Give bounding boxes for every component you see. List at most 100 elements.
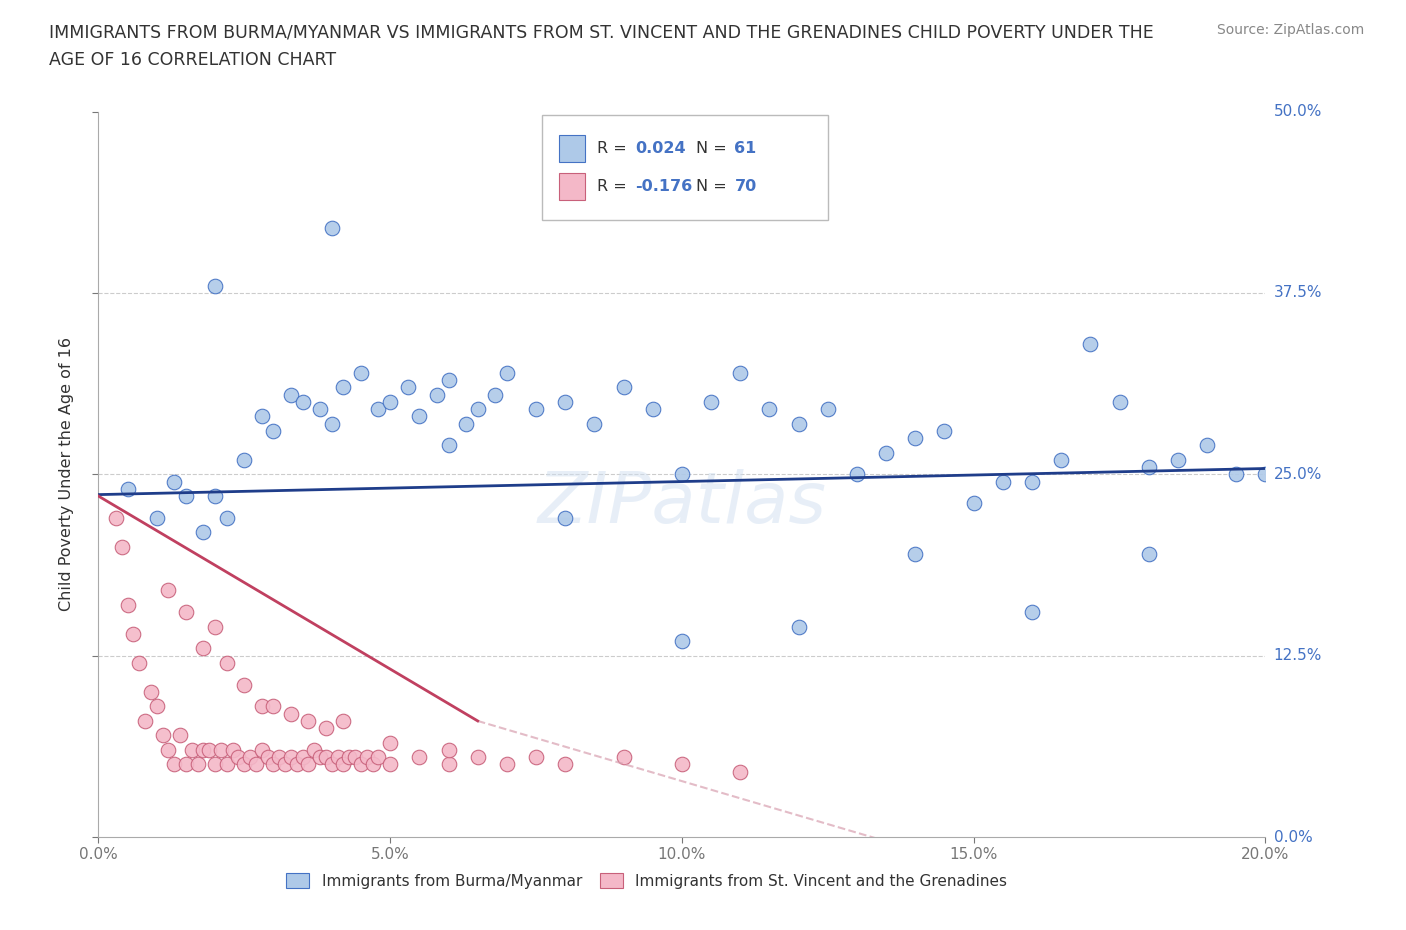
Text: IMMIGRANTS FROM BURMA/MYANMAR VS IMMIGRANTS FROM ST. VINCENT AND THE GRENADINES : IMMIGRANTS FROM BURMA/MYANMAR VS IMMIGRA…: [49, 23, 1154, 41]
Point: [437, 742, 460, 757]
Text: 25.0%: 25.0%: [1274, 467, 1322, 482]
Point: [250, 742, 273, 757]
Point: [904, 431, 927, 445]
Text: -0.176: -0.176: [636, 179, 693, 193]
Y-axis label: Child Poverty Under the Age of 16: Child Poverty Under the Age of 16: [59, 338, 75, 611]
Point: [262, 757, 284, 772]
Point: [730, 764, 752, 779]
Point: [233, 452, 256, 467]
Text: N =: N =: [696, 141, 731, 156]
Point: [128, 656, 150, 671]
Point: [233, 677, 256, 692]
Point: [554, 394, 576, 409]
Point: [269, 750, 291, 764]
Point: [321, 416, 343, 431]
Point: [1137, 459, 1160, 474]
Text: 37.5%: 37.5%: [1274, 286, 1322, 300]
Point: [1050, 452, 1073, 467]
Point: [146, 699, 169, 714]
Point: [344, 750, 367, 764]
Point: [180, 742, 202, 757]
Point: [380, 757, 402, 772]
Point: [671, 467, 693, 482]
Point: [256, 750, 278, 764]
Point: [758, 402, 780, 417]
FancyBboxPatch shape: [560, 173, 585, 200]
Text: N =: N =: [696, 179, 731, 193]
Point: [193, 525, 215, 539]
Point: [1137, 547, 1160, 562]
Point: [1021, 604, 1043, 619]
Point: [215, 656, 238, 671]
Point: [262, 699, 284, 714]
Point: [671, 633, 693, 648]
Point: [641, 402, 664, 417]
Point: [1021, 474, 1043, 489]
Point: [163, 757, 186, 772]
Point: [291, 394, 314, 409]
Text: Source: ZipAtlas.com: Source: ZipAtlas.com: [1216, 23, 1364, 37]
Point: [139, 684, 162, 699]
Point: [291, 750, 314, 764]
Point: [904, 547, 927, 562]
Point: [215, 757, 238, 772]
Point: [787, 619, 810, 634]
Point: [198, 742, 221, 757]
Point: [204, 278, 226, 293]
Point: [554, 511, 576, 525]
Point: [297, 713, 319, 728]
Text: R =: R =: [596, 179, 631, 193]
Point: [426, 387, 449, 402]
Point: [117, 482, 139, 497]
Point: [193, 641, 215, 656]
Point: [337, 750, 360, 764]
Point: [1167, 452, 1189, 467]
Point: [169, 728, 191, 743]
Point: [380, 736, 402, 751]
Point: [174, 604, 197, 619]
Point: [554, 757, 576, 772]
Point: [437, 757, 460, 772]
Text: 0.0%: 0.0%: [1274, 830, 1312, 844]
Text: 0.024: 0.024: [636, 141, 686, 156]
Point: [484, 387, 506, 402]
Point: [846, 467, 869, 482]
Point: [367, 402, 389, 417]
Point: [174, 757, 197, 772]
Point: [193, 742, 215, 757]
Point: [111, 539, 134, 554]
Point: [496, 365, 519, 380]
Point: [122, 627, 145, 642]
Point: [524, 402, 547, 417]
Point: [262, 423, 284, 438]
Point: [332, 757, 354, 772]
Point: [817, 402, 839, 417]
Point: [280, 387, 302, 402]
Point: [1195, 438, 1218, 453]
Point: [315, 750, 337, 764]
Point: [700, 394, 723, 409]
Point: [437, 373, 460, 388]
Point: [163, 474, 186, 489]
Point: [332, 713, 354, 728]
Point: [250, 699, 273, 714]
Legend: Immigrants from Burma/Myanmar, Immigrants from St. Vincent and the Grenadines: Immigrants from Burma/Myanmar, Immigrant…: [280, 867, 1014, 895]
Point: [134, 713, 156, 728]
Point: [297, 757, 319, 772]
Point: [730, 365, 752, 380]
Point: [361, 757, 384, 772]
Text: 70: 70: [734, 179, 756, 193]
Point: [146, 511, 169, 525]
Point: [280, 750, 302, 764]
Point: [467, 402, 489, 417]
Point: [204, 757, 226, 772]
Point: [239, 750, 262, 764]
Point: [437, 438, 460, 453]
Point: [245, 757, 267, 772]
Point: [612, 379, 634, 394]
Point: [221, 742, 243, 757]
Point: [612, 750, 634, 764]
Point: [991, 474, 1014, 489]
Point: [187, 757, 209, 772]
Point: [250, 409, 273, 424]
